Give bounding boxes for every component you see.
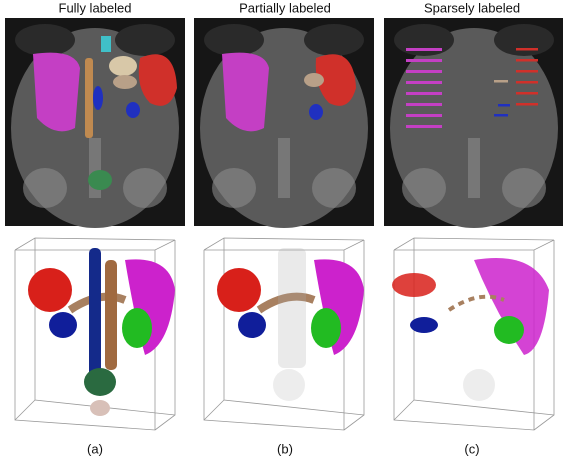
liver-stroke bbox=[406, 125, 442, 128]
liver-stroke bbox=[406, 114, 442, 117]
ct-slice bbox=[194, 18, 374, 228]
lung bbox=[204, 24, 264, 56]
lung bbox=[15, 24, 75, 56]
spleen-stroke bbox=[516, 103, 538, 106]
liver-stroke bbox=[406, 70, 442, 73]
bladder-3d bbox=[84, 368, 116, 396]
liver bbox=[222, 53, 269, 132]
kidney-stroke bbox=[494, 114, 508, 117]
kidney-3d bbox=[311, 308, 341, 348]
spleen-stroke bbox=[516, 59, 538, 62]
pancreas-stroke bbox=[494, 80, 508, 83]
pelvis bbox=[212, 168, 256, 208]
lung bbox=[304, 24, 364, 56]
vena-cava-3d bbox=[89, 248, 101, 378]
pelvis bbox=[23, 168, 67, 208]
kidney-stroke bbox=[498, 104, 510, 107]
liver-stroke bbox=[406, 92, 442, 95]
column-title: Fully labeled bbox=[59, 0, 132, 15]
spleen-3d bbox=[392, 273, 436, 297]
kidney bbox=[309, 104, 323, 120]
pelvis bbox=[123, 168, 167, 208]
caption: (b) bbox=[277, 441, 293, 456]
spleen-stroke bbox=[516, 70, 538, 73]
column-title: Partially labeled bbox=[239, 0, 331, 15]
prostate-3d bbox=[90, 400, 110, 416]
liver bbox=[33, 53, 80, 132]
bladder bbox=[88, 170, 112, 190]
kidney bbox=[93, 86, 103, 110]
spleen-stroke bbox=[516, 92, 538, 95]
kidney-3d bbox=[494, 316, 524, 344]
liver-stroke bbox=[406, 81, 442, 84]
stomach bbox=[109, 56, 137, 76]
ct-slice bbox=[384, 18, 563, 228]
kidney bbox=[126, 102, 140, 118]
pelvis bbox=[502, 168, 546, 208]
spleen-3d bbox=[28, 268, 72, 312]
column-title: Sparsely labeled bbox=[424, 0, 520, 15]
kidney-3d bbox=[238, 312, 266, 338]
liver-stroke bbox=[406, 103, 442, 106]
render-3d bbox=[204, 238, 364, 430]
render-3d bbox=[15, 238, 175, 430]
aorta bbox=[85, 58, 93, 138]
pancreas bbox=[304, 73, 324, 87]
spleen-3d bbox=[217, 268, 261, 312]
vessel-ghost bbox=[278, 248, 306, 368]
kidney-3d bbox=[122, 308, 152, 348]
spleen-stroke bbox=[516, 48, 538, 51]
bladder-ghost bbox=[273, 369, 305, 401]
caption: (c) bbox=[464, 441, 479, 456]
figure: Fully labeled Partially labeled Sparsely… bbox=[0, 0, 563, 461]
pelvis bbox=[402, 168, 446, 208]
caption: (a) bbox=[87, 441, 103, 456]
lung bbox=[394, 24, 454, 56]
liver-stroke bbox=[406, 48, 442, 51]
lung bbox=[115, 24, 175, 56]
spine bbox=[468, 138, 480, 198]
pelvis bbox=[312, 168, 356, 208]
ct-slice bbox=[5, 18, 185, 228]
esophagus bbox=[101, 36, 111, 52]
spine bbox=[278, 138, 290, 198]
render-3d bbox=[392, 238, 554, 430]
kidney-3d bbox=[49, 312, 77, 338]
aorta-3d bbox=[105, 260, 117, 370]
kidney-3d bbox=[410, 317, 438, 333]
bladder-ghost bbox=[463, 369, 495, 401]
lung bbox=[494, 24, 554, 56]
pancreas bbox=[113, 75, 137, 89]
spleen-stroke bbox=[516, 81, 538, 84]
liver-stroke bbox=[406, 59, 442, 62]
